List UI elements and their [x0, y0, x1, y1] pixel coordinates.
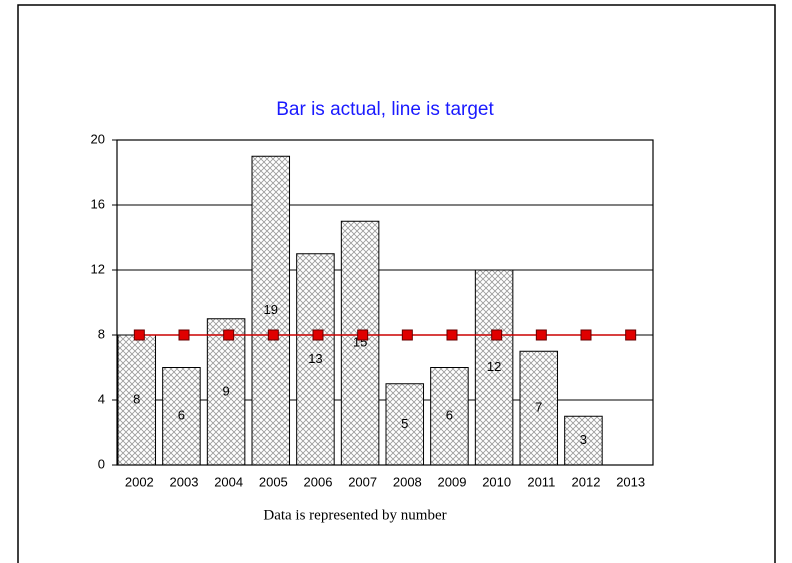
x-tick-label: 2002	[125, 474, 154, 489]
y-tick-label: 12	[91, 261, 105, 276]
bar	[564, 415, 603, 466]
y-tick-label: 8	[98, 326, 105, 341]
data-label: 3	[580, 432, 587, 447]
y-tick-label: 0	[98, 456, 105, 471]
marker	[312, 329, 324, 341]
y-tick-label: 20	[91, 131, 105, 146]
marker	[401, 329, 413, 341]
x-tick-label: 2008	[393, 474, 422, 489]
marker	[580, 329, 592, 341]
marker	[491, 329, 503, 341]
x-tick-label: 2007	[348, 474, 377, 489]
caption: Data is represented by number	[263, 507, 446, 523]
x-tick-label: 2011	[527, 474, 555, 489]
x-tick-label: 2005	[259, 474, 288, 489]
marker	[223, 329, 235, 341]
bar	[340, 220, 380, 466]
marker	[535, 329, 547, 341]
data-label: 13	[308, 351, 322, 366]
plot-border	[116, 139, 654, 466]
x-tick-label: 2004	[214, 474, 243, 489]
frame	[17, 4, 776, 563]
marker	[178, 329, 190, 341]
data-label: 12	[487, 359, 501, 374]
data-label: 6	[446, 408, 453, 423]
bar	[385, 383, 425, 466]
bar	[251, 155, 291, 466]
marker	[446, 329, 458, 341]
x-tick-label: 2003	[170, 474, 199, 489]
data-label: 6	[178, 408, 185, 423]
marker	[133, 329, 145, 341]
y-tick-label: 16	[91, 196, 105, 211]
x-tick-label: 2010	[482, 474, 511, 489]
marker	[625, 329, 637, 341]
chart-title: Bar is actual, line is target	[276, 99, 494, 120]
bar	[474, 269, 514, 466]
data-label: 5	[401, 416, 408, 431]
data-label: 7	[535, 400, 542, 415]
data-label: 8	[133, 391, 140, 406]
x-tick-label: 2012	[572, 474, 601, 489]
bar	[296, 253, 335, 466]
data-label: 19	[264, 302, 278, 317]
marker	[267, 329, 279, 341]
marker	[357, 329, 369, 341]
bar	[519, 350, 559, 466]
data-label: 9	[222, 383, 229, 398]
x-tick-label: 2009	[438, 474, 467, 489]
y-tick-label: 4	[98, 391, 105, 406]
x-tick-label: 2006	[304, 474, 333, 489]
x-tick-label: 2013	[616, 474, 645, 489]
